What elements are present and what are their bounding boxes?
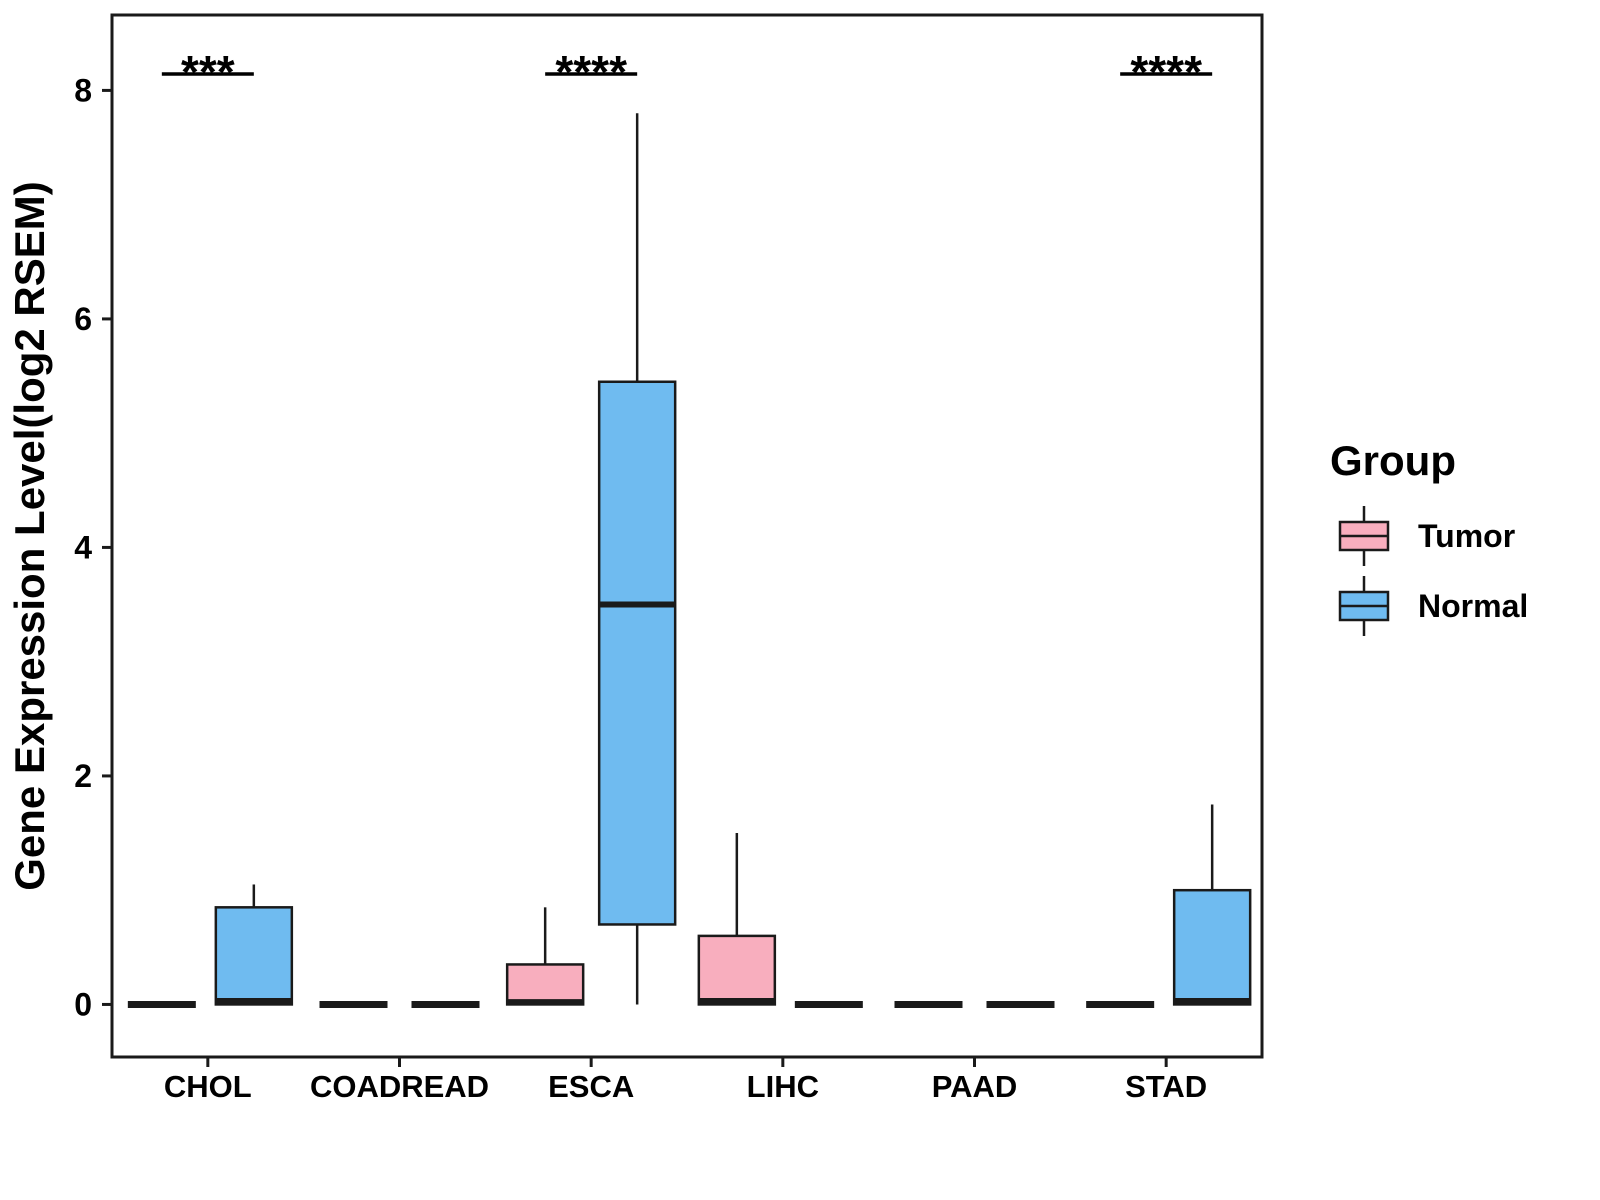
y-tick-label: 2 bbox=[74, 758, 92, 794]
box-normal-esca bbox=[597, 113, 677, 1005]
significance-label: *** bbox=[181, 46, 235, 98]
y-tick-label: 4 bbox=[74, 529, 92, 565]
y-tick-label: 0 bbox=[74, 986, 92, 1022]
y-tick-label: 6 bbox=[74, 301, 92, 337]
x-category-label: STAD bbox=[1125, 1069, 1207, 1104]
legend-entry-tumor: Tumor bbox=[1338, 506, 1515, 566]
box-normal-stad bbox=[1172, 804, 1252, 1006]
legend-entry-normal: Normal bbox=[1338, 576, 1528, 636]
plot-panel bbox=[110, 13, 1264, 1059]
y-tick-label: 8 bbox=[74, 72, 92, 108]
legend-title: Group bbox=[1330, 437, 1456, 484]
legend-entry-label: Normal bbox=[1418, 588, 1528, 624]
legend-entry-label: Tumor bbox=[1418, 518, 1515, 554]
box-tumor-esca bbox=[505, 907, 585, 1006]
x-category-label: CHOL bbox=[164, 1069, 252, 1104]
legend: Group Tumor Normal bbox=[1330, 437, 1528, 636]
x-category-label: ESCA bbox=[548, 1069, 634, 1104]
x-category-label: LIHC bbox=[747, 1069, 819, 1104]
y-axis-title: Gene Expression Level(log2 RSEM) bbox=[6, 181, 53, 891]
box-normal-chol bbox=[214, 884, 294, 1006]
box-tumor-lihc bbox=[697, 833, 777, 1006]
x-category-label: PAAD bbox=[932, 1069, 1018, 1104]
x-category-label: COADREAD bbox=[310, 1069, 489, 1104]
significance-label: **** bbox=[555, 46, 627, 98]
significance-label: **** bbox=[1130, 46, 1202, 98]
